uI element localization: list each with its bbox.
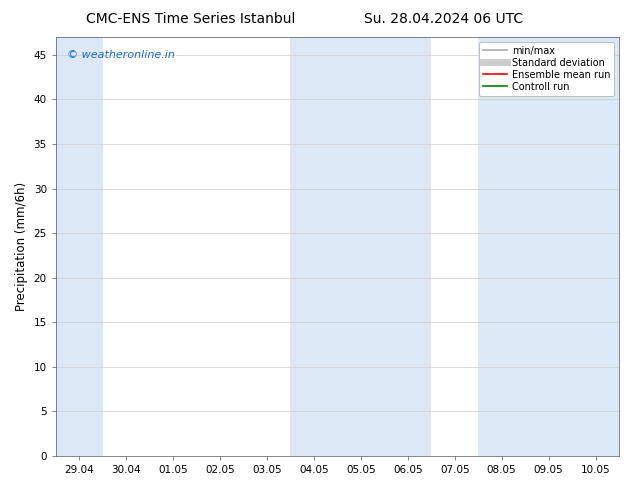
Text: CMC-ENS Time Series Istanbul: CMC-ENS Time Series Istanbul	[86, 12, 295, 26]
Y-axis label: Precipitation (mm/6h): Precipitation (mm/6h)	[15, 182, 28, 311]
Text: © weatheronline.in: © weatheronline.in	[67, 49, 175, 60]
Bar	[290, 37, 431, 456]
Bar	[56, 37, 103, 456]
Legend: min/max, Standard deviation, Ensemble mean run, Controll run: min/max, Standard deviation, Ensemble me…	[479, 42, 614, 96]
Text: Su. 28.04.2024 06 UTC: Su. 28.04.2024 06 UTC	[365, 12, 523, 26]
Bar	[478, 37, 619, 456]
